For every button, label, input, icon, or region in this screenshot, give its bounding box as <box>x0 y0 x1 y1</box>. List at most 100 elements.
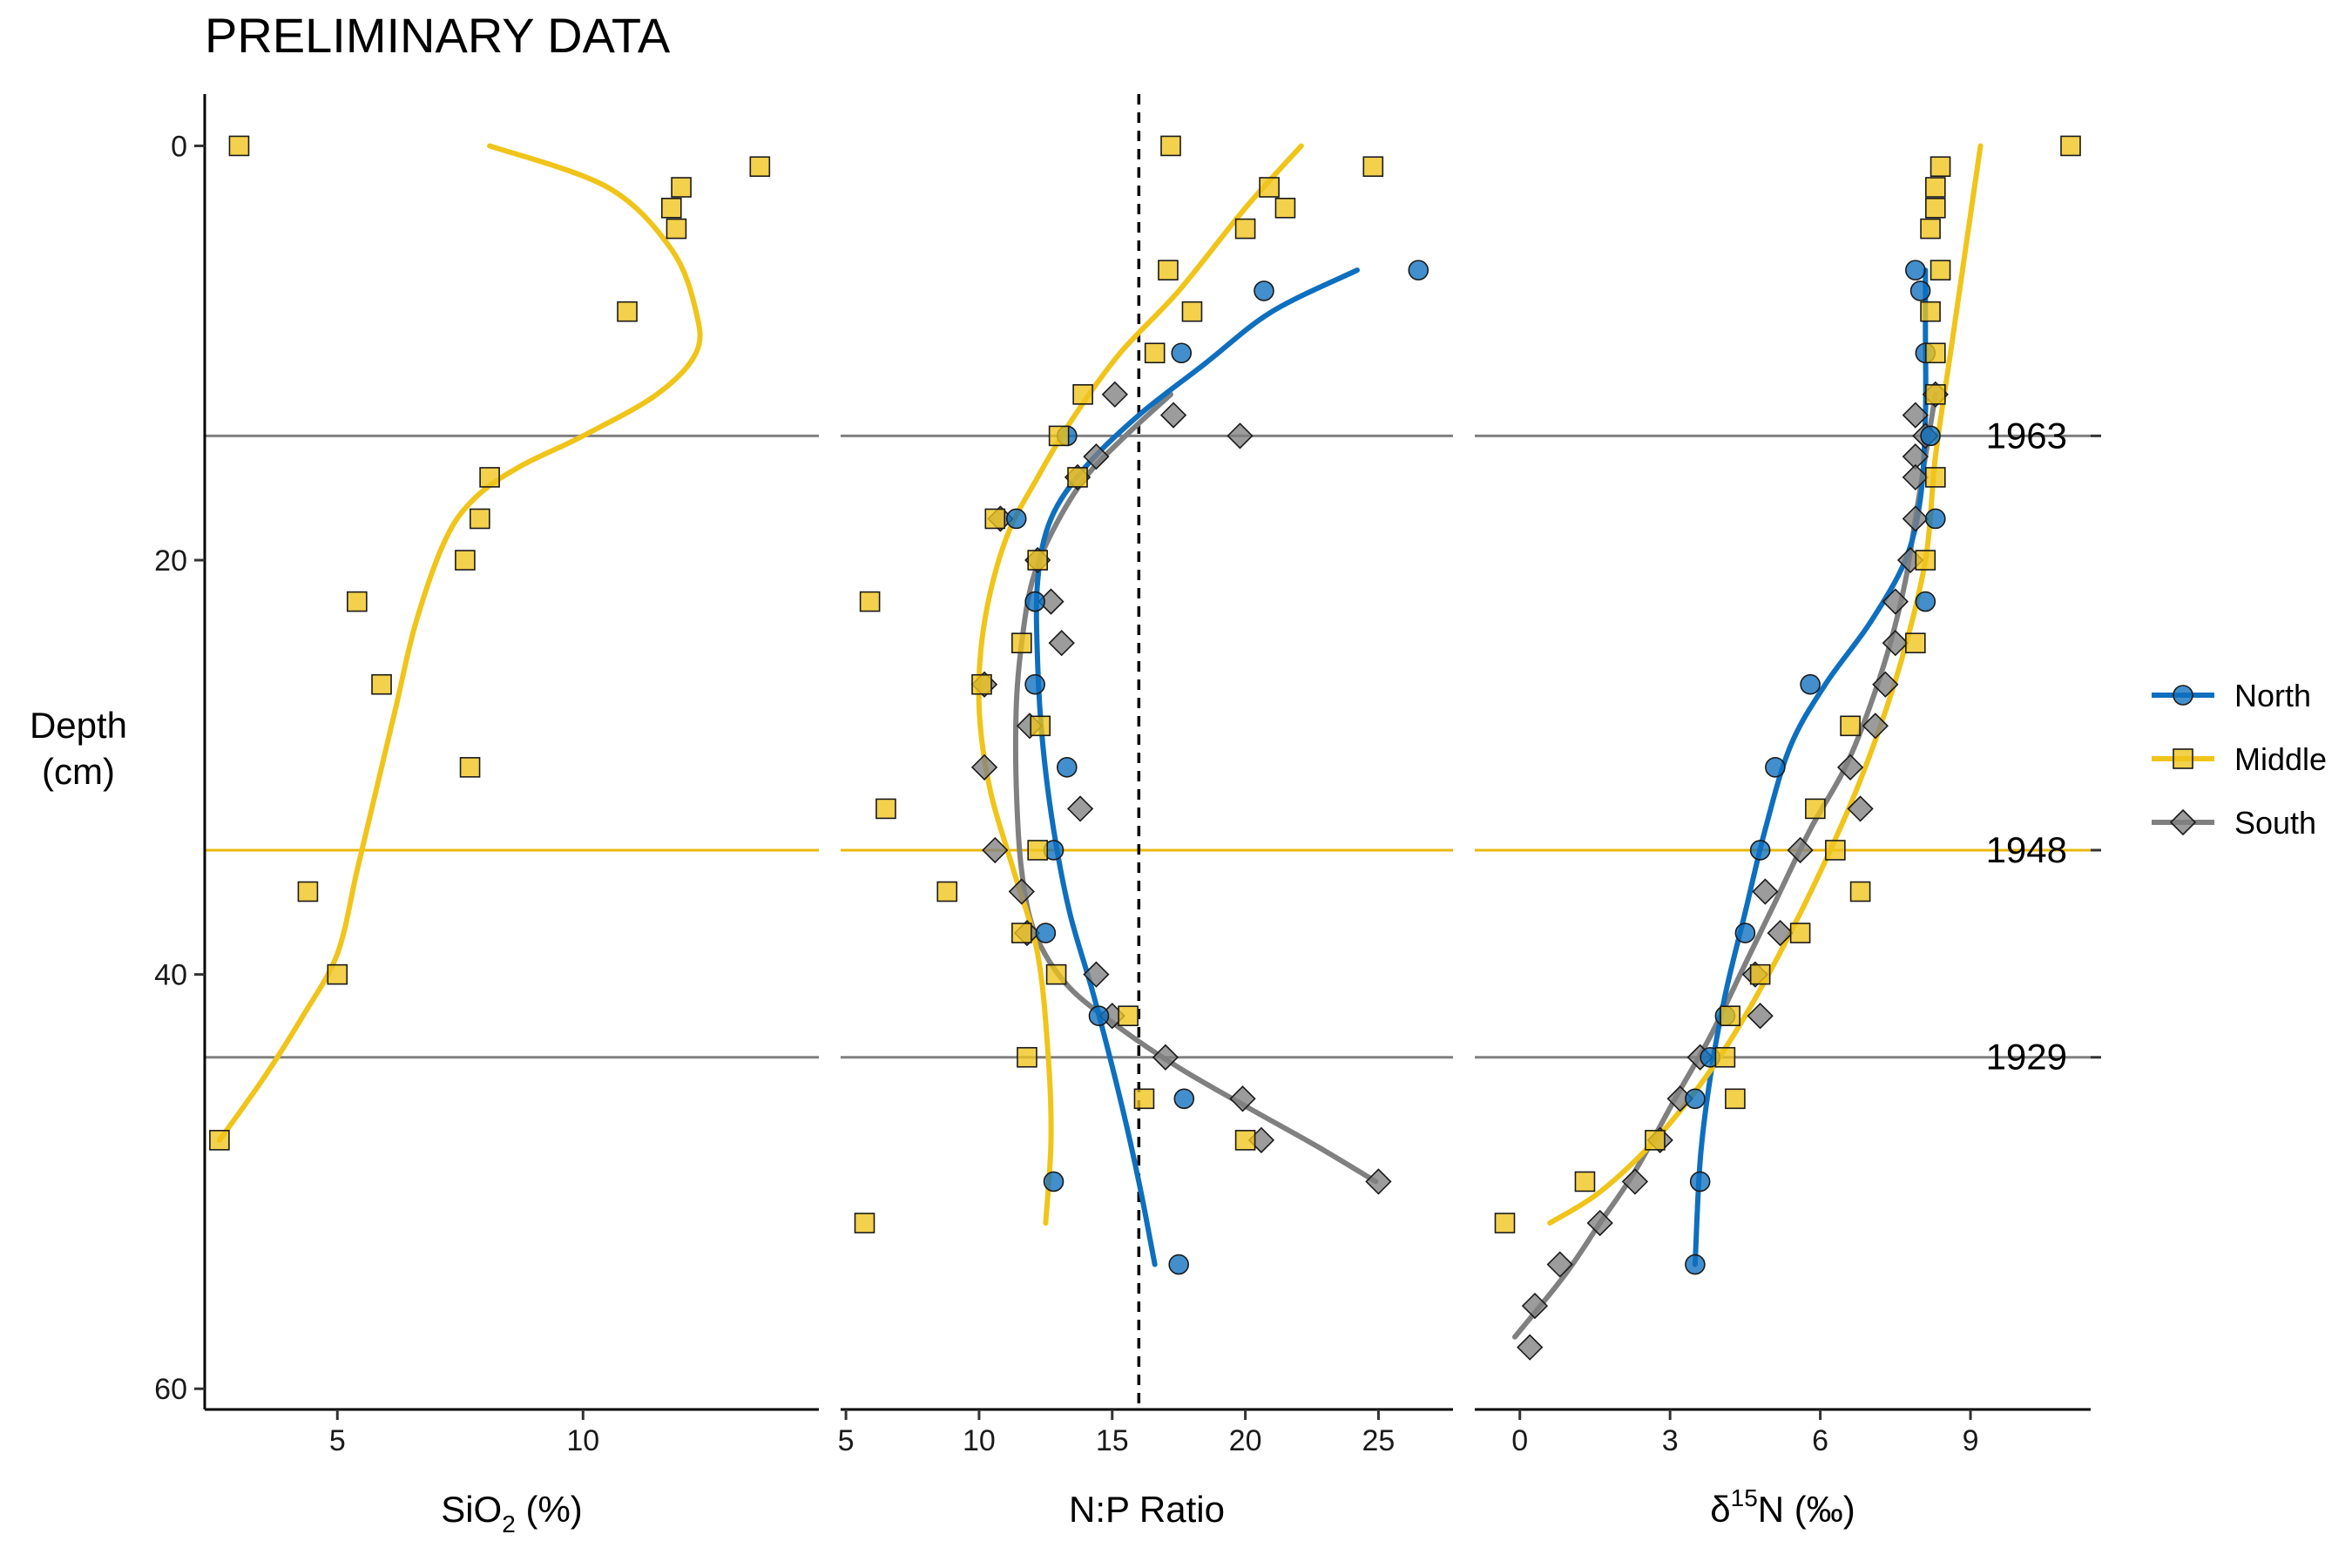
y-tick-label: 60 <box>154 1373 187 1406</box>
data-point-middle <box>1011 632 1032 653</box>
y-axis-label-line2: (cm) <box>42 751 115 792</box>
data-point-south <box>1586 1209 1613 1237</box>
data-point-middle <box>1920 218 1941 240</box>
data-point-middle <box>297 881 319 902</box>
data-point-south <box>1229 1085 1256 1112</box>
data-point-middle <box>971 673 992 695</box>
data-point-middle <box>1118 1005 1139 1026</box>
data-point-south <box>1752 878 1779 905</box>
data-point-north <box>1057 757 1078 778</box>
data-point-south <box>1747 1003 1774 1030</box>
chart-title: PRELIMINARY DATA <box>205 8 671 63</box>
x-axis-title: N:P Ratio <box>1069 1489 1225 1530</box>
data-point-north <box>1915 591 1936 612</box>
panel-SiO2: 5 10 SiO2 (%) 0 20 40 60 <box>154 94 819 1538</box>
data-point-south <box>1008 878 1035 905</box>
legend-marker-south <box>2169 808 2197 836</box>
data-point-middle <box>875 798 896 820</box>
data-point-south <box>1787 836 1814 864</box>
data-point-middle <box>1930 156 1951 178</box>
data-point-south <box>1872 671 1899 698</box>
data-point-north <box>1088 1005 1110 1026</box>
data-point-middle <box>1160 135 1181 157</box>
x-tick-label: 10 <box>566 1424 599 1457</box>
trend-line-middle <box>976 143 1304 1226</box>
data-point-middle <box>1805 798 1826 820</box>
y-tick-label: 20 <box>154 544 187 578</box>
x-tick-label: 0 <box>1511 1424 1528 1457</box>
data-point-middle <box>1789 923 1811 943</box>
x-axis-title: SiO2 (%) <box>441 1489 583 1538</box>
data-point-middle <box>327 963 348 985</box>
data-point-middle <box>1234 218 1256 240</box>
data-point-middle <box>1925 342 1946 364</box>
data-point-middle <box>1048 425 1070 447</box>
data-point-middle <box>1825 840 1846 861</box>
data-point-north <box>1925 508 1946 530</box>
data-point-middle <box>1181 301 1203 322</box>
data-point-middle <box>984 508 1006 530</box>
data-point-north <box>1408 260 1429 280</box>
data-point-south <box>1847 795 1874 822</box>
legend-label-middle: Middle <box>2234 741 2327 777</box>
data-point-middle <box>1158 260 1179 280</box>
data-point-middle <box>1840 715 1861 737</box>
data-point-south <box>1836 754 1864 781</box>
x-tick-label: 5 <box>838 1424 855 1457</box>
x-tick-label: 9 <box>1963 1424 1979 1457</box>
data-point-middle <box>660 197 682 219</box>
trend-line-south <box>1512 391 1938 1340</box>
trend-line-middle <box>1547 143 1984 1226</box>
data-point-middle <box>1849 881 1871 902</box>
year-label: 1929 <box>1986 1037 2067 1078</box>
data-point-north <box>1920 425 1941 447</box>
y-axis-label-line1: Depth <box>30 705 127 746</box>
data-point-middle <box>1925 384 1946 405</box>
data-point-middle <box>1725 1088 1746 1110</box>
data-point-north <box>1734 923 1756 943</box>
data-point-north <box>1005 508 1027 530</box>
data-point-north <box>1254 280 1274 301</box>
data-point-north <box>1173 1088 1195 1110</box>
data-point-south <box>1521 1292 1549 1320</box>
data-point-middle <box>228 135 250 157</box>
data-point-middle <box>1234 1130 1256 1151</box>
data-point-middle <box>1749 963 1771 985</box>
data-point-south <box>1767 919 1794 947</box>
y-tick-label: 40 <box>154 959 187 992</box>
data-point-south <box>982 836 1009 864</box>
data-point-south <box>1159 402 1187 429</box>
legend-label-south: South <box>2234 805 2316 841</box>
data-point-south <box>1152 1044 1179 1071</box>
data-point-middle <box>671 177 692 198</box>
data-point-south <box>1365 1168 1392 1195</box>
data-point-south <box>1048 630 1075 657</box>
data-point-middle <box>1011 923 1032 943</box>
data-point-south <box>1546 1251 1573 1278</box>
data-point-middle <box>1045 963 1067 985</box>
data-point-middle <box>1027 550 1048 571</box>
data-point-south <box>1902 463 1929 491</box>
data-point-north <box>1749 840 1771 861</box>
trend-line-south <box>1012 391 1379 1185</box>
data-point-middle <box>1574 1171 1596 1193</box>
data-point-north <box>1800 673 1821 695</box>
data-point-middle <box>1144 342 1166 364</box>
data-point-north <box>1043 1171 1064 1193</box>
data-point-middle <box>1645 1130 1666 1151</box>
x-tick-label: 25 <box>1362 1424 1396 1457</box>
data-point-north <box>1765 757 1786 778</box>
data-point-middle <box>1067 467 1088 488</box>
x-tick-label: 5 <box>329 1424 346 1457</box>
data-point-middle <box>936 881 958 902</box>
data-point-middle <box>1920 301 1941 322</box>
data-point-middle <box>749 156 771 178</box>
year-label: 1963 <box>1986 415 2067 456</box>
data-point-middle <box>1133 1088 1155 1110</box>
data-point-north <box>1689 1171 1711 1193</box>
data-point-middle <box>1072 384 1093 405</box>
data-point-middle <box>1714 1046 1736 1068</box>
data-point-north <box>1685 1254 1706 1275</box>
trend-line-north <box>1033 267 1360 1267</box>
